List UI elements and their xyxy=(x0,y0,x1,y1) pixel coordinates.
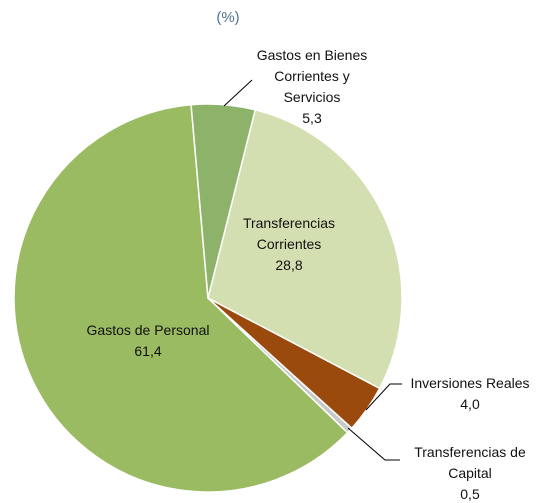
chart-title: (%) xyxy=(216,9,240,26)
value-label: 0,5 xyxy=(460,486,480,502)
value-label: 4,0 xyxy=(460,396,480,412)
pie-slice xyxy=(190,103,257,299)
slice-label: Gastos en Bienes Corrientes y Servicios 5… xyxy=(253,45,371,129)
category-label: Inversiones Reales xyxy=(410,375,530,391)
leader-line xyxy=(223,79,253,107)
pie-slice xyxy=(207,108,403,390)
category-label: Transferencias de Capital xyxy=(414,444,526,481)
slice-label: Gastos de Personal 61,4 xyxy=(68,320,228,362)
slice-label: Transferencias de Capital 0,5 xyxy=(408,442,533,503)
leader-line xyxy=(347,427,400,461)
slice-label: Inversiones Reales 4,0 xyxy=(400,373,540,415)
value-label: 28,8 xyxy=(275,257,303,273)
slice-label: Transferencias Corrientes 28,8 xyxy=(224,213,354,276)
category-label: Transferencias Corrientes xyxy=(242,215,336,252)
leader-line xyxy=(365,383,402,411)
value-label: 5,3 xyxy=(302,110,322,126)
category-label: Gastos en Bienes Corrientes y Servicios xyxy=(256,47,368,105)
category-label: Gastos de Personal xyxy=(86,322,210,338)
value-label: 61,4 xyxy=(134,343,162,359)
pie-slice xyxy=(13,103,349,493)
